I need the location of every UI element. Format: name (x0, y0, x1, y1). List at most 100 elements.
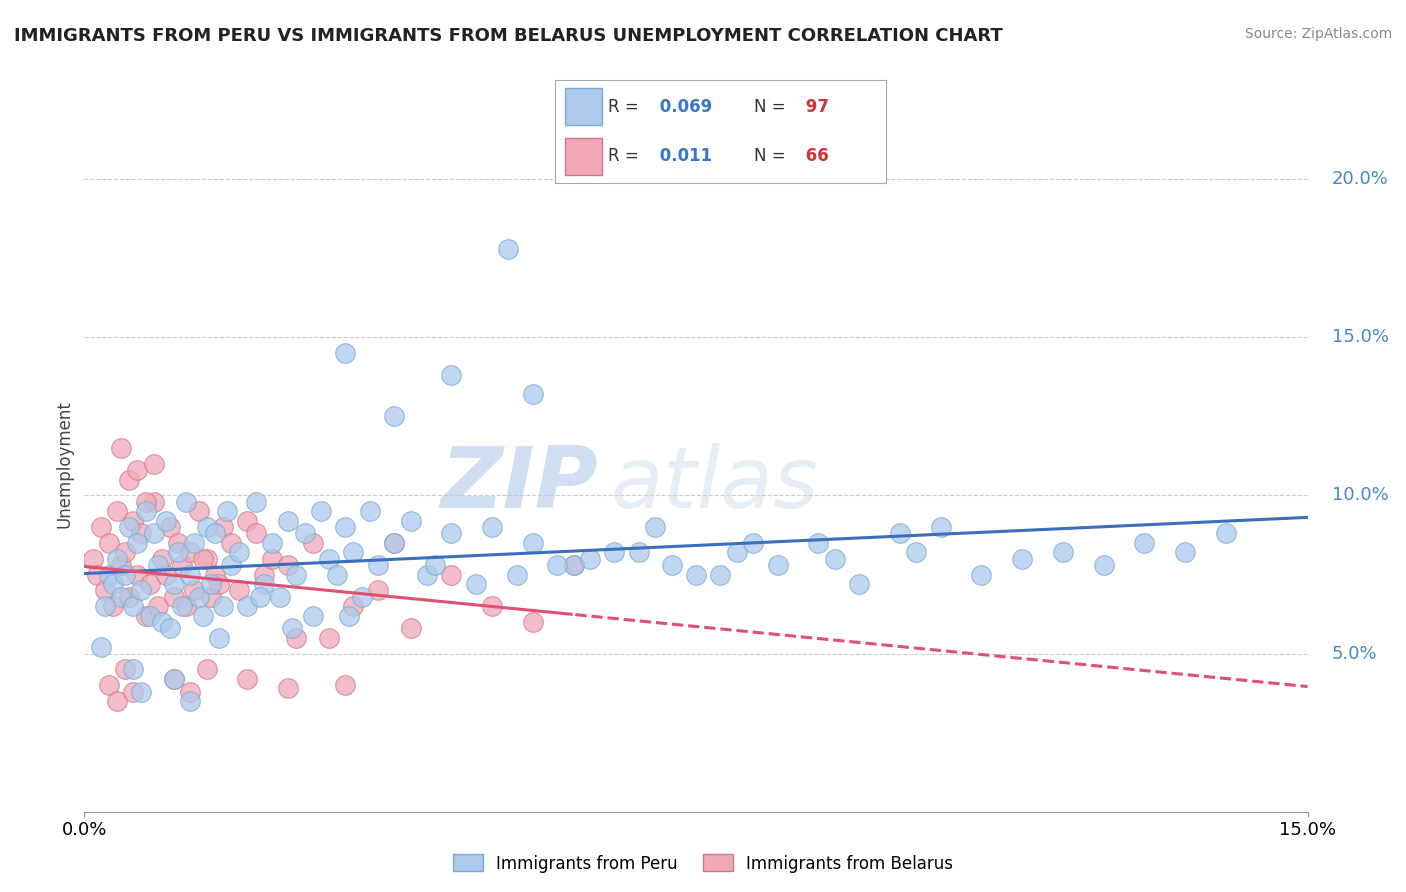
Point (562, 558, 585, 572)
Point (179, 694, 201, 708)
Point (277, 514, 299, 528)
Point (889, 526, 911, 541)
Point (191, 608, 214, 623)
Point (824, 551, 846, 566)
Point (208, 577, 231, 591)
Point (101, 599, 124, 614)
Point (522, 615, 544, 629)
Point (481, 599, 503, 614)
Point (807, 536, 830, 550)
Point (301, 608, 323, 623)
Point (131, 583, 153, 598)
Text: 20.0%: 20.0% (1331, 170, 1389, 188)
Point (122, 662, 145, 676)
Point (142, 457, 165, 471)
Point (579, 551, 602, 566)
Point (742, 536, 765, 550)
Point (150, 615, 173, 629)
Point (382, 536, 405, 550)
Point (159, 621, 181, 635)
Point (127, 536, 149, 550)
Text: 5.0%: 5.0% (1331, 645, 1378, 663)
Point (522, 387, 544, 401)
Point (464, 577, 486, 591)
Point (685, 567, 707, 582)
Text: 15.0%: 15.0% (1331, 328, 1389, 346)
Point (1011, 551, 1033, 566)
Point (228, 583, 250, 598)
Point (159, 520, 181, 534)
Point (342, 599, 364, 614)
Point (163, 672, 186, 686)
Point (382, 536, 405, 550)
Point (131, 526, 153, 541)
Point (260, 536, 283, 550)
Point (155, 514, 177, 528)
Point (135, 504, 157, 518)
Text: Source: ZipAtlas.com: Source: ZipAtlas.com (1244, 27, 1392, 41)
Point (335, 346, 357, 360)
Point (253, 577, 276, 591)
Point (342, 545, 364, 559)
Point (187, 590, 209, 604)
Point (172, 599, 194, 614)
Text: 10.0%: 10.0% (1331, 486, 1389, 505)
Point (661, 558, 683, 572)
Point (277, 681, 299, 696)
Point (399, 621, 422, 635)
Point (110, 558, 132, 572)
Point (179, 567, 201, 582)
Point (848, 577, 870, 591)
Point (212, 599, 235, 614)
Point (929, 520, 952, 534)
Point (294, 526, 316, 541)
Point (195, 551, 218, 566)
Point (138, 577, 160, 591)
Point (179, 545, 201, 559)
Point (167, 536, 190, 550)
Point (905, 545, 928, 559)
Point (277, 558, 299, 572)
Point (301, 536, 323, 550)
Point (122, 599, 145, 614)
Point (505, 567, 527, 582)
Point (163, 672, 186, 686)
Point (367, 583, 389, 598)
Point (90, 640, 112, 655)
Text: N =: N = (754, 147, 785, 165)
Point (122, 514, 145, 528)
Point (309, 504, 332, 518)
Text: 66: 66 (800, 147, 828, 165)
Point (423, 558, 446, 572)
Point (627, 545, 650, 559)
Point (236, 514, 259, 528)
Point (82, 551, 104, 566)
Point (195, 662, 218, 676)
Point (725, 545, 748, 559)
Point (135, 608, 157, 623)
Point (150, 551, 173, 566)
Point (228, 545, 250, 559)
Point (90, 520, 112, 534)
Point (219, 536, 242, 550)
Point (155, 567, 177, 582)
Point (562, 558, 585, 572)
Text: ZIP: ZIP (440, 443, 598, 526)
Point (440, 567, 463, 582)
Point (101, 577, 124, 591)
Point (105, 694, 128, 708)
Point (603, 545, 626, 559)
Point (146, 558, 169, 572)
Y-axis label: Unemployment: Unemployment (55, 400, 73, 528)
Point (146, 599, 169, 614)
Point (93, 599, 115, 614)
FancyBboxPatch shape (565, 137, 602, 175)
Text: atlas: atlas (610, 443, 818, 526)
Text: R =: R = (609, 147, 638, 165)
Point (970, 567, 993, 582)
Text: 0.011: 0.011 (654, 147, 713, 165)
Point (219, 558, 242, 572)
Point (114, 662, 136, 676)
Point (217, 504, 239, 518)
Text: IMMIGRANTS FROM PERU VS IMMIGRANTS FROM BELARUS UNEMPLOYMENT CORRELATION CHART: IMMIGRANTS FROM PERU VS IMMIGRANTS FROM … (14, 27, 1002, 45)
